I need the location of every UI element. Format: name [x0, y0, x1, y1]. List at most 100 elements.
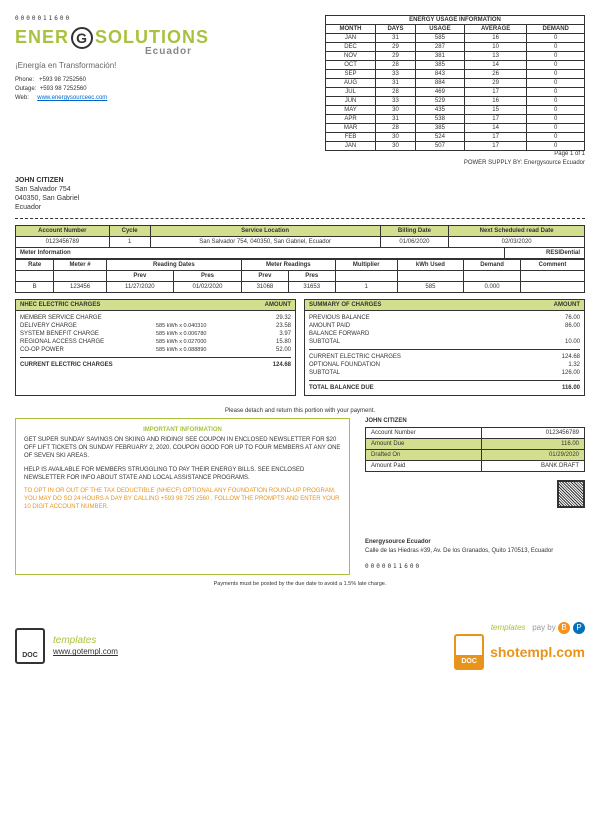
- usage-table: ENERGY USAGE INFORMATION MONTHDAYSUSAGEA…: [325, 15, 585, 151]
- curr-amt: 124.68: [540, 354, 580, 360]
- cust-addr2: 040350, San Gabriel: [15, 194, 585, 203]
- shotempl-block: templates pay by BP DOC shotempl.com: [454, 622, 585, 670]
- acct-hdr-cell: Account Number: [16, 226, 110, 237]
- meter-subhdr: [16, 271, 54, 282]
- usage-cell: 31: [376, 34, 416, 43]
- outage-label: Outage:: [15, 86, 36, 92]
- gotempl-block: DOC templates www.gotempl.com: [15, 628, 118, 664]
- header-row: 0000011600 ENERGSOLUTIONS Ecuador ¡Energ…: [15, 15, 585, 166]
- cust-addr1: San Salvador 754: [15, 185, 585, 194]
- usage-cell: AUG: [326, 79, 376, 88]
- meter-cell: 11/27/2020: [106, 282, 173, 293]
- meter-subhdr: [397, 271, 463, 282]
- opt-amt: 1.32: [540, 362, 580, 368]
- meter-subhdr: Prev: [242, 271, 289, 282]
- usage-cell: 0: [527, 106, 585, 115]
- summary-box: SUMMARY OF CHARGESAMOUNT PREVIOUS BALANC…: [304, 299, 585, 396]
- usage-cell: 0: [527, 133, 585, 142]
- meter-cell: 01/02/2020: [173, 282, 241, 293]
- bottom-row: IMPORTANT INFORMATION GET SUPER SUNDAY S…: [15, 418, 585, 575]
- detach-note: Please detach and return this portion wi…: [15, 408, 585, 414]
- usage-cell: 14: [464, 124, 527, 133]
- usage-cell: 884: [415, 79, 464, 88]
- meter-subhdr: [54, 271, 106, 282]
- usage-cell: 30: [376, 142, 416, 151]
- usage-cell: 507: [415, 142, 464, 151]
- web-link[interactable]: www.energysourceec.com: [37, 95, 107, 101]
- chg-amt: 15.80: [251, 339, 291, 345]
- usage-cell: 17: [464, 133, 527, 142]
- usage-cell: 585: [415, 34, 464, 43]
- usage-cell: 469: [415, 88, 464, 97]
- charges-row: NHEC ELECTRIC CHARGESAMOUNT MEMBER SERVI…: [15, 299, 585, 396]
- stub-co-name: Energysource Ecuador: [365, 538, 585, 546]
- summary-body: PREVIOUS BALANCE76.00 AMOUNT PAID86.00 B…: [305, 311, 584, 395]
- usage-cell: 10: [464, 43, 527, 52]
- company-logo: ENERGSOLUTIONS Ecuador: [15, 27, 285, 57]
- chg-amt: 23.58: [251, 323, 291, 329]
- meter-hdr: Meter #: [54, 260, 106, 271]
- meter-subhdr: Prev: [106, 271, 173, 282]
- acct-hdr-cell: Next Scheduled read Date: [449, 226, 585, 237]
- chg-lbl: REGIONAL ACCESS CHARGE: [20, 339, 156, 345]
- meter-info-hdr: Meter Information: [15, 248, 505, 259]
- usage-cell: 0: [527, 115, 585, 124]
- usage-cell: 16: [464, 34, 527, 43]
- tagline: ¡Energía en Transformación!: [15, 61, 285, 70]
- contact-block: Phone: +593 98 7252560 Outage: +593 98 7…: [15, 76, 285, 103]
- meter-subhdr: [521, 271, 585, 282]
- usage-cell: 29: [376, 52, 416, 61]
- usage-cell: 0: [527, 79, 585, 88]
- stub-cell: 116.00: [482, 439, 585, 450]
- summary-title: SUMMARY OF CHARGES: [309, 302, 554, 308]
- gotempl-link[interactable]: www.gotempl.com: [53, 647, 118, 657]
- bitcoin-icon: B: [558, 622, 570, 634]
- shotempl-link[interactable]: shotempl.com: [490, 644, 585, 660]
- usage-cell: 17: [464, 88, 527, 97]
- acct-hdr-cell: Service Location: [150, 226, 380, 237]
- important-hdr: IMPORTANT INFORMATION: [24, 427, 341, 433]
- usage-cell: FEB: [326, 133, 376, 142]
- meter-cell: B: [16, 282, 54, 293]
- cust-name: JOHN CITIZEN: [15, 176, 585, 185]
- usage-cell: 17: [464, 115, 527, 124]
- usage-cell: 385: [415, 124, 464, 133]
- stub-cell: 01/29/2020: [482, 450, 585, 461]
- logo-part2: SOLUTIONS: [95, 27, 209, 47]
- curr-lbl: CURRENT ELECTRIC CHARGES: [309, 354, 540, 360]
- opt-lbl: OPTIONAL FOUNDATION: [309, 362, 540, 368]
- usage-cell: 30: [376, 106, 416, 115]
- meter-cell: [521, 282, 585, 293]
- prev-lbl: PREVIOUS BALANCE: [309, 315, 540, 321]
- usage-cell: 13: [464, 52, 527, 61]
- meter-hdr: kWh Used: [397, 260, 463, 271]
- templates-label: templates: [53, 635, 118, 647]
- doc-icon: DOC: [15, 628, 45, 664]
- logo-g: G: [71, 27, 93, 49]
- stub-cell: Amount Due: [366, 439, 482, 450]
- stub-cell: Amount Paid: [366, 461, 482, 472]
- stub-cell: Account Number: [366, 428, 482, 439]
- paid-lbl: AMOUNT PAID: [309, 323, 540, 329]
- usage-cell: MAR: [326, 124, 376, 133]
- usage-cell: JAN: [326, 34, 376, 43]
- usage-cell: 529: [415, 97, 464, 106]
- chg-calc: 585 kWh x 0.006780: [156, 331, 251, 337]
- meter-subhdr: [464, 271, 521, 282]
- meter-hdr: Demand: [464, 260, 521, 271]
- pay-by: pay by: [532, 623, 556, 632]
- page-of: Page 1 of 1: [325, 151, 585, 157]
- acct-cell: San Salvador 754, 040350, San Gabriel, E…: [150, 237, 380, 248]
- chg-amt: 29.32: [251, 315, 291, 321]
- usage-cell: 16: [464, 97, 527, 106]
- usage-cell: JUL: [326, 88, 376, 97]
- usage-col: AVERAGE: [464, 25, 527, 34]
- usage-cell: 29: [376, 43, 416, 52]
- usage-cell: 0: [527, 70, 585, 79]
- usage-cell: 31: [376, 115, 416, 124]
- meter-subhdr: Pres: [173, 271, 241, 282]
- usage-cell: 0: [527, 88, 585, 97]
- meter-cell: 585: [397, 282, 463, 293]
- nhec-title: NHEC ELECTRIC CHARGES: [20, 302, 265, 308]
- usage-cell: JAN: [326, 142, 376, 151]
